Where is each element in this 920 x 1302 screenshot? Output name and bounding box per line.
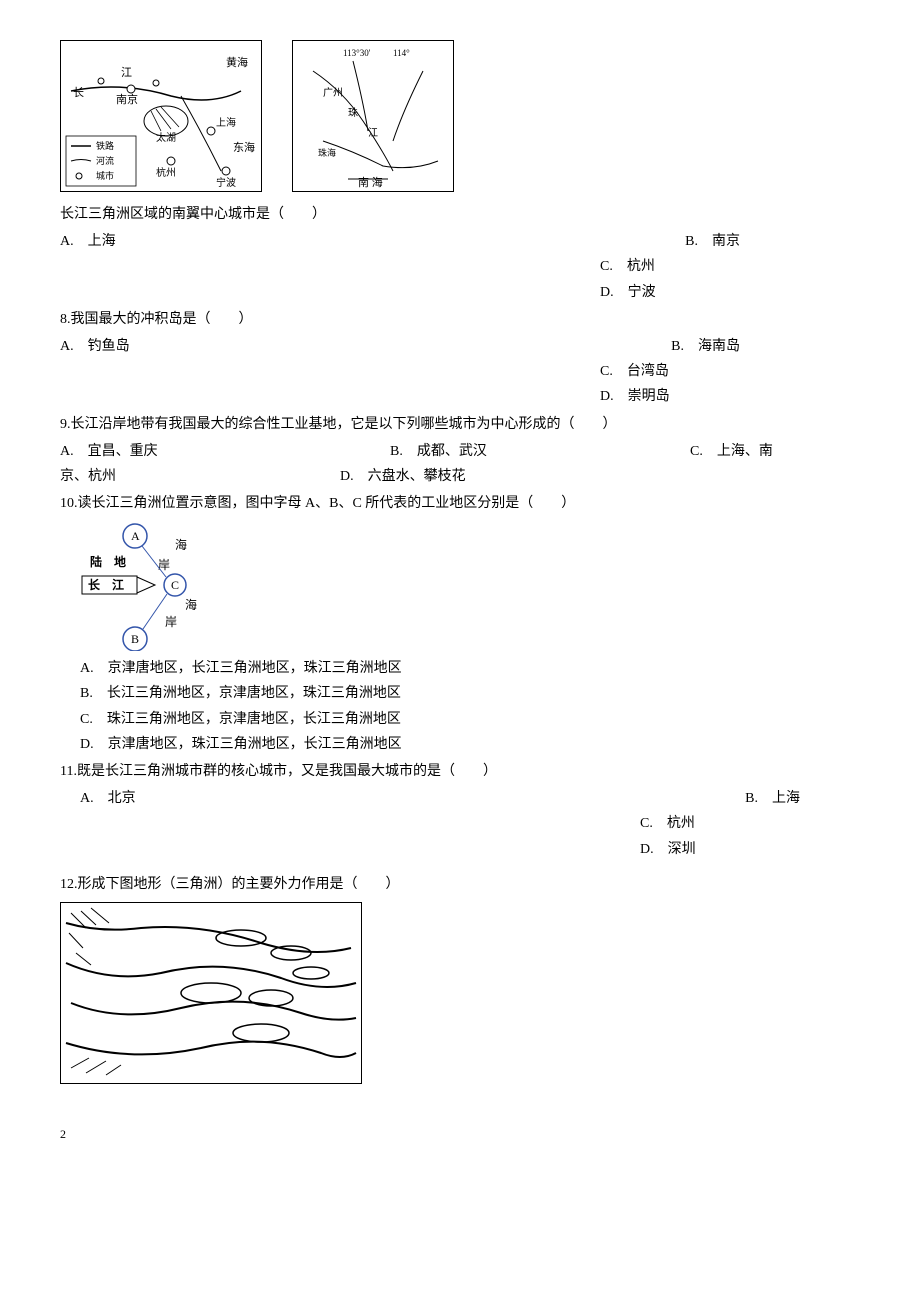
q8-opt-b: B. 海南岛 <box>671 334 860 359</box>
q11-opt-a: A. 北京 <box>80 786 136 811</box>
q10-opt-d: D. 京津唐地区，珠江三角洲地区，长江三角洲地区 <box>80 732 860 757</box>
svg-text:南京: 南京 <box>116 92 138 106</box>
q7-opt-c: C. 杭州 <box>600 254 860 279</box>
svg-text:太湖: 太湖 <box>156 131 176 144</box>
q11-stem: 11.既是长江三角洲城市群的核心城市，又是我国最大城市的是（ ） <box>60 759 860 784</box>
q8-opt-c: C. 台湾岛 <box>600 359 860 384</box>
svg-text:海: 海 <box>175 537 187 552</box>
svg-text:珠海: 珠海 <box>318 147 336 158</box>
q9-opt-a: A. 宜昌、重庆 <box>60 439 390 464</box>
q10-opt-a: A. 京津唐地区，长江三角洲地区，珠江三角洲地区 <box>80 656 860 681</box>
svg-text:江: 江 <box>368 127 378 139</box>
svg-text:城市: 城市 <box>96 170 114 181</box>
svg-text:河流: 河流 <box>96 155 114 166</box>
q11-opt-d: D. 深圳 <box>640 837 860 862</box>
q9-opt-b: B. 成都、武汉 <box>390 439 690 464</box>
q10-stem: 10.读长江三角洲位置示意图，图中字母 A、B、C 所代表的工业地区分别是（ ） <box>60 491 860 516</box>
map-figures: 黄海 江 南京 长 太湖 上海 东海 杭州 宁波 铁路 河流 城市 113°30… <box>60 40 860 192</box>
q9-opt-d: D. 六盘水、攀枝花 <box>340 464 466 489</box>
q7-opt-a: A. 上海 <box>60 229 116 254</box>
svg-text:广州: 广州 <box>323 87 343 99</box>
q9-opt-c: C. 上海、南 <box>690 439 773 464</box>
svg-text:江: 江 <box>121 66 132 79</box>
page-number: 2 <box>60 1124 860 1146</box>
q12-stem: 12.形成下图地形（三角洲）的主要外力作用是（ ） <box>60 872 860 897</box>
svg-text:珠: 珠 <box>348 106 358 119</box>
q7-opt-d: D. 宁波 <box>600 280 860 305</box>
svg-text:114°: 114° <box>393 48 410 58</box>
diagram-label-a: A <box>131 529 140 543</box>
svg-text:上海: 上海 <box>216 116 236 129</box>
svg-text:南 海: 南 海 <box>358 175 383 189</box>
q11-opt-b: B. 上海 <box>745 786 860 811</box>
map-pearl-delta: 113°30' 114° 广州 珠 江 珠海 南 海 <box>292 40 454 192</box>
q7-opt-b: B. 南京 <box>685 229 860 254</box>
svg-text:岸: 岸 <box>158 558 170 572</box>
svg-text:东海: 东海 <box>233 140 255 154</box>
svg-text:113°30': 113°30' <box>343 48 371 58</box>
q9-line2a: 京、杭州 <box>60 464 340 489</box>
svg-text:陆 地: 陆 地 <box>90 554 126 569</box>
q11-opt-c: C. 杭州 <box>640 811 860 836</box>
q8-opt-d: D. 崇明岛 <box>600 384 860 409</box>
diagram-label-b: B <box>131 632 139 646</box>
map-yangtze-delta: 黄海 江 南京 长 太湖 上海 东海 杭州 宁波 铁路 河流 城市 <box>60 40 262 192</box>
q7-stem: 长江三角洲区域的南翼中心城市是（ ） <box>60 202 860 227</box>
diagram-label-c: C <box>171 578 179 592</box>
svg-text:海: 海 <box>185 597 197 612</box>
q12-delta-image <box>60 902 362 1084</box>
q8-opt-a: A. 钓鱼岛 <box>60 334 130 359</box>
q10-opt-c: C. 珠江三角洲地区，京津唐地区，长江三角洲地区 <box>80 707 860 732</box>
q8-stem: 8.我国最大的冲积岛是（ ） <box>60 307 860 332</box>
svg-text:长 江: 长 江 <box>88 577 124 592</box>
svg-text:黄海: 黄海 <box>226 55 248 69</box>
svg-text:杭州: 杭州 <box>156 166 176 179</box>
q9-stem: 9.长江沿岸地带有我国最大的综合性工业基地，它是以下列哪些城市为中心形成的（ ） <box>60 412 860 437</box>
svg-text:宁波: 宁波 <box>216 176 236 189</box>
q10-opt-b: B. 长江三角洲地区，京津唐地区，珠江三角洲地区 <box>80 681 860 706</box>
svg-text:铁路: 铁路 <box>96 140 114 151</box>
svg-text:长: 长 <box>73 86 84 99</box>
q10-diagram: A 海 岸 陆 地 长 江 C 海 岸 B <box>80 521 230 651</box>
svg-text:岸: 岸 <box>165 615 177 629</box>
